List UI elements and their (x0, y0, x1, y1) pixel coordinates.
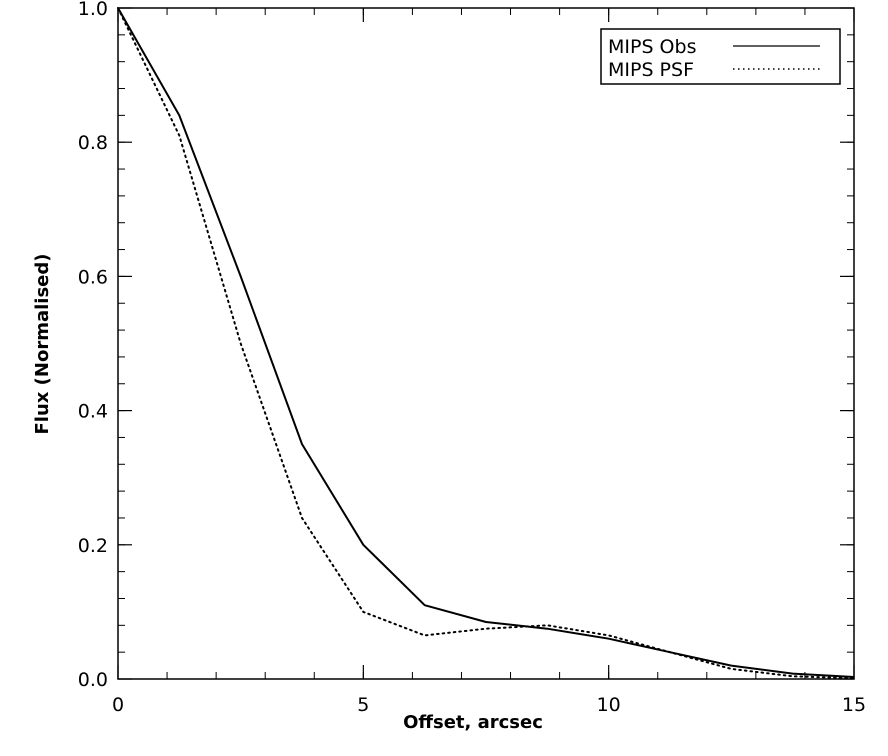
y-tick-label: 0.6 (78, 266, 108, 288)
series-line-obs (117, 7, 855, 678)
y-tick-label: 1.0 (78, 0, 108, 20)
legend: MIPS Obs MIPS PSF (600, 28, 841, 85)
y-tick-label: 0.2 (78, 535, 108, 557)
legend-label-psf: MIPS PSF (608, 59, 694, 81)
x-tick-labels: 0 5 10 15 (112, 694, 866, 716)
series-line-psf (117, 7, 855, 680)
x-tick-label: 5 (357, 694, 369, 716)
y-tick-label: 0.4 (78, 401, 108, 423)
x-tick-label: 15 (842, 694, 866, 716)
major-ticks (117, 7, 855, 680)
x-tick-label: 0 (112, 694, 124, 716)
x-tick-label: 10 (597, 694, 621, 716)
series-lines (117, 7, 855, 680)
y-tick-labels: 0.0 0.2 0.4 0.6 0.8 1.0 (78, 0, 108, 691)
y-tick-label: 0.0 (78, 669, 108, 691)
x-axis-title: Offset, arcsec (403, 712, 543, 733)
minor-ticks (117, 7, 855, 680)
y-axis-title: Flux (Normalised) (32, 254, 53, 435)
legend-box (600, 28, 841, 85)
y-tick-label: 0.8 (78, 132, 108, 154)
legend-label-obs: MIPS Obs (608, 36, 696, 58)
plot-frame (117, 7, 855, 680)
